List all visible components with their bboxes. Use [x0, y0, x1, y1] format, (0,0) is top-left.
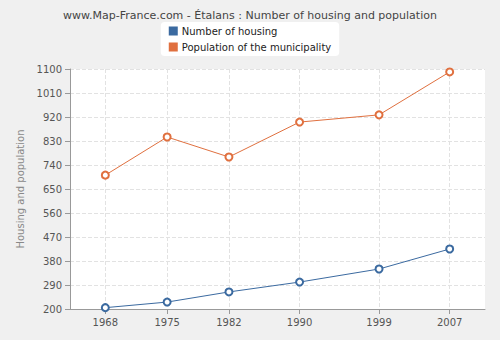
svg-text:200: 200: [43, 304, 62, 315]
svg-text:2007: 2007: [437, 317, 462, 328]
svg-text:1990: 1990: [287, 317, 312, 328]
svg-text:830: 830: [43, 136, 62, 147]
svg-text:560: 560: [43, 208, 62, 219]
svg-text:380: 380: [43, 256, 62, 267]
svg-text:Housing and population: Housing and population: [15, 129, 26, 248]
svg-text:1975: 1975: [154, 317, 179, 328]
svg-text:1100: 1100: [37, 64, 62, 75]
svg-text:Number of housing: Number of housing: [182, 26, 278, 37]
svg-text:1968: 1968: [93, 317, 118, 328]
svg-text:1999: 1999: [366, 317, 391, 328]
svg-text:Population of the municipality: Population of the municipality: [182, 42, 332, 53]
svg-text:920: 920: [43, 112, 62, 123]
svg-text:www.Map-France.com - Étalans :: www.Map-France.com - Étalans : Number of…: [63, 9, 437, 22]
svg-text:650: 650: [43, 184, 62, 195]
svg-text:1010: 1010: [37, 88, 62, 99]
svg-text:470: 470: [43, 232, 62, 243]
svg-text:290: 290: [43, 280, 62, 291]
svg-text:740: 740: [43, 160, 62, 171]
svg-text:1982: 1982: [216, 317, 241, 328]
